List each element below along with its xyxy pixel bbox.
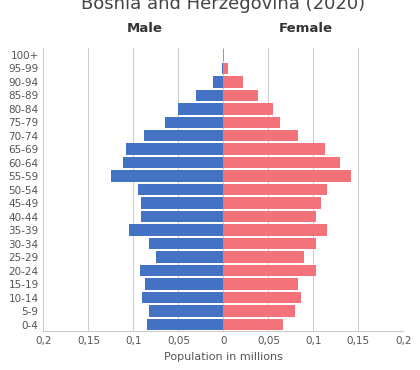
Bar <box>223 130 298 141</box>
Bar <box>223 157 341 168</box>
Text: Male: Male <box>126 22 162 36</box>
Bar <box>149 305 223 317</box>
Bar <box>223 211 316 222</box>
Bar <box>145 278 223 290</box>
Bar <box>123 157 223 168</box>
Bar <box>223 198 320 209</box>
Bar <box>126 144 223 155</box>
Bar <box>223 238 316 249</box>
Bar <box>223 103 273 114</box>
Bar <box>223 171 351 182</box>
Bar <box>223 184 327 195</box>
Bar <box>111 171 223 182</box>
Bar <box>223 144 325 155</box>
Bar <box>144 130 223 141</box>
Bar <box>197 90 223 101</box>
Bar <box>141 211 223 222</box>
Bar <box>223 305 294 317</box>
Bar <box>165 117 223 128</box>
Bar <box>142 292 223 303</box>
Bar <box>213 76 223 88</box>
Bar <box>223 63 228 74</box>
Bar <box>178 103 223 114</box>
Bar <box>223 49 224 61</box>
Bar <box>223 76 243 88</box>
Bar <box>140 265 223 276</box>
Bar <box>129 224 223 236</box>
Title: Bosnia and Herzegovina (2020): Bosnia and Herzegovina (2020) <box>81 0 365 13</box>
Bar <box>223 292 301 303</box>
X-axis label: Population in millions: Population in millions <box>164 352 283 361</box>
Bar <box>223 90 257 101</box>
Bar <box>147 319 223 330</box>
Bar <box>138 184 223 195</box>
Bar <box>223 265 316 276</box>
Bar <box>222 63 223 74</box>
Text: Female: Female <box>279 22 333 36</box>
Bar <box>223 224 327 236</box>
Bar <box>223 278 298 290</box>
Bar <box>141 198 223 209</box>
Bar <box>156 251 223 263</box>
Bar <box>223 251 304 263</box>
Bar <box>149 238 223 249</box>
Bar <box>223 117 280 128</box>
Bar <box>223 319 283 330</box>
